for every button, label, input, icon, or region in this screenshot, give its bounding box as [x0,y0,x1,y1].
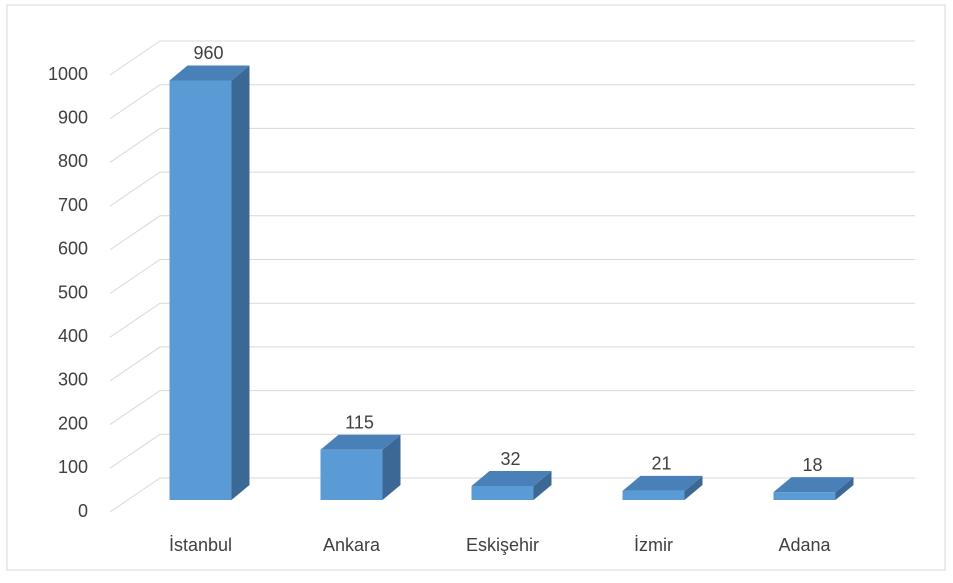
x-tick-label: Adana [778,535,831,555]
bar-side [835,477,854,500]
y-tick-label: 400 [58,326,88,346]
grid-line [109,346,915,382]
data-label: 115 [345,412,374,432]
y-tick-label: 800 [58,151,88,171]
data-label: 32 [500,449,520,469]
y-tick-label: 300 [58,370,88,390]
bar-front [169,80,232,500]
bar-front [622,490,685,500]
bar-top [471,471,552,487]
bar-side [533,471,552,500]
grid-line [109,259,915,294]
x-tick-label: İstanbul [169,535,232,555]
x-tick-label: Eskişehir [466,535,539,555]
y-tick-label: 900 [58,107,88,127]
data-label: 18 [802,455,822,475]
bar-side [231,65,250,500]
bar [320,434,401,500]
bar-top [622,475,703,491]
y-tick-label: 1000 [48,64,88,84]
grid-line [109,215,915,251]
grid-line [109,40,915,76]
bar-side [382,434,401,500]
grid-line [109,390,915,426]
bar [471,471,552,500]
y-tick-label: 500 [58,282,88,302]
y-tick-label: 200 [58,413,88,433]
chart-border [6,4,946,571]
grid-line [109,302,915,338]
bar-front [320,449,383,500]
bar-top [320,434,401,450]
y-tick-label: 600 [58,239,88,259]
data-label: 960 [193,43,223,63]
grid-line [109,433,915,469]
grid-line [109,171,915,207]
bar [773,477,854,500]
bar-top [169,65,250,81]
x-tick-label: İzmir [634,535,673,555]
x-tick-label: Ankara [323,535,381,555]
bar-front [773,492,836,500]
grid-line [109,84,915,120]
bar [622,475,703,500]
grid-line [109,127,915,163]
bar [169,65,250,500]
y-tick-label: 100 [58,457,88,477]
bar-top [773,477,854,493]
bar-side [684,475,703,500]
bar-front [471,486,534,500]
y-tick-label: 700 [58,195,88,215]
data-label: 21 [651,454,671,474]
y-tick-label: 0 [78,501,88,521]
